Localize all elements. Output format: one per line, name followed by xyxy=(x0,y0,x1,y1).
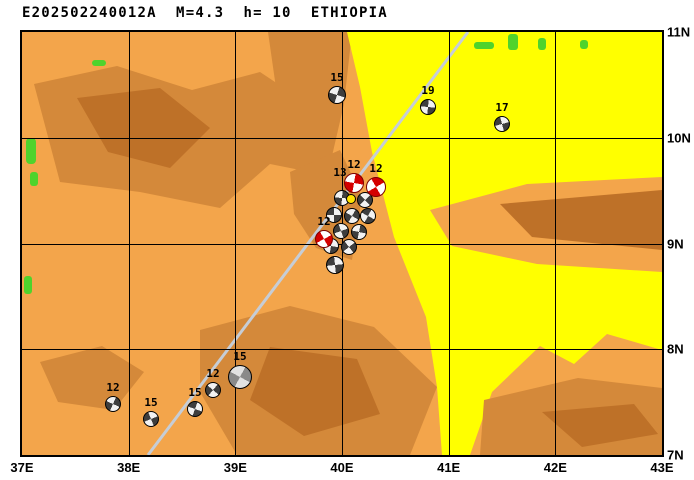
event-depth-label: 15 xyxy=(144,396,158,409)
lat-label: 8N xyxy=(667,341,684,357)
vegetation-patch xyxy=(24,276,32,294)
lon-label: 42E xyxy=(543,460,567,475)
terrain-highland-south-core xyxy=(250,347,380,436)
terrain-highland-southwest xyxy=(40,346,144,410)
grid-line-horizontal xyxy=(22,349,662,351)
event-depth-label: 19 xyxy=(421,84,435,97)
event-depth-label: 12 xyxy=(317,215,331,228)
focal-mechanism xyxy=(328,86,346,104)
vegetation-patch xyxy=(26,138,36,164)
event-depth-label: 12 xyxy=(347,158,361,171)
event-depth-label: 12 xyxy=(206,367,220,380)
terrain-highland-core xyxy=(77,88,210,168)
lon-label: 37E xyxy=(10,460,34,475)
event-depth-label: 13 xyxy=(333,166,347,179)
focal-mechanism xyxy=(366,177,386,197)
event-depth-label: 12 xyxy=(369,162,383,175)
epicenter-marker xyxy=(346,194,356,204)
vegetation-patch xyxy=(30,172,38,186)
lat-label: 11N xyxy=(667,24,691,40)
focal-mechanism xyxy=(351,224,367,240)
vegetation-patch xyxy=(538,38,546,50)
vegetation-patch xyxy=(508,34,518,50)
event-depth-label: 15 xyxy=(233,350,247,363)
focal-mechanism xyxy=(326,207,342,223)
lon-label: 43E xyxy=(650,460,674,475)
vegetation-patch xyxy=(580,40,588,49)
focal-mechanism xyxy=(344,208,360,224)
focal-mechanism xyxy=(143,411,159,427)
terrain-afar-ridge-core xyxy=(500,190,662,250)
lon-label: 39E xyxy=(223,460,247,475)
focal-mechanism xyxy=(344,173,364,193)
lon-label: 38E xyxy=(117,460,141,475)
focal-mechanism xyxy=(333,223,349,239)
grid-line-horizontal xyxy=(22,137,662,139)
focal-mechanism xyxy=(360,208,376,224)
focal-mechanism xyxy=(205,382,221,398)
focal-mechanism xyxy=(341,239,357,255)
focal-mechanism xyxy=(326,256,344,274)
event-depth-label: 15 xyxy=(188,386,202,399)
lat-label: 7N xyxy=(667,447,684,463)
terrain-highland-southeast-core xyxy=(542,404,658,447)
focal-mechanism xyxy=(494,116,510,132)
focal-mechanism xyxy=(420,99,436,115)
event-depth-label: 15 xyxy=(330,71,344,84)
lon-label: 41E xyxy=(437,460,461,475)
focal-mechanism xyxy=(315,230,333,248)
vegetation-patch xyxy=(474,42,494,49)
vegetation-patch xyxy=(92,60,106,66)
lat-label: 10N xyxy=(667,130,691,146)
event-depth-label: 12 xyxy=(106,381,120,394)
focal-mechanism xyxy=(187,401,203,417)
event-depth-label: 17 xyxy=(495,101,509,114)
map-area: 15 19 17 12 15 15 12 15 12 12 12 13 xyxy=(20,30,664,457)
focal-mechanism xyxy=(105,396,121,412)
lon-label: 40E xyxy=(330,460,354,475)
terrain-escarpment xyxy=(268,32,352,182)
lat-label: 9N xyxy=(667,236,684,251)
focal-mechanism xyxy=(357,192,373,208)
focal-mechanism xyxy=(228,365,252,389)
map-title: E202502240012A M=4.3 h= 10 ETHIOPIA xyxy=(22,5,388,21)
